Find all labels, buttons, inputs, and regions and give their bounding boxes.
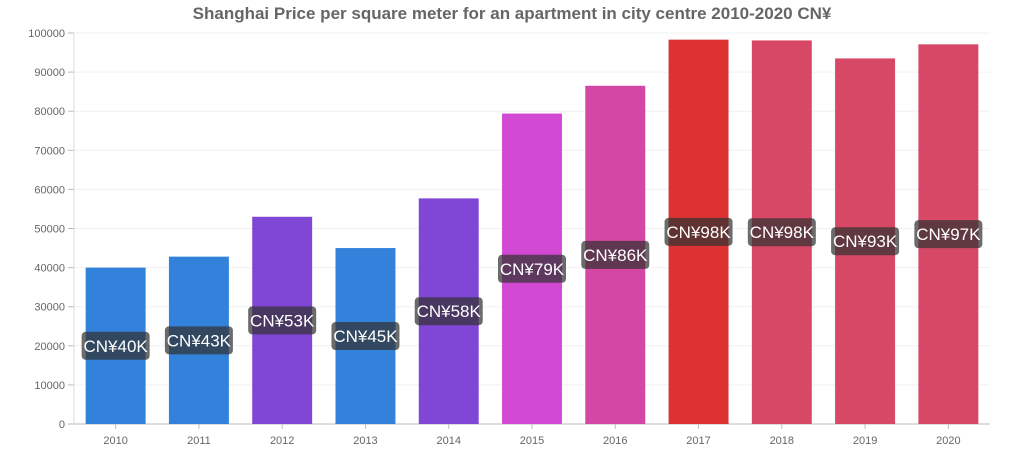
y-tick-label: 60000 (34, 184, 65, 196)
x-tick-label: 2011 (187, 435, 211, 447)
y-tick-label: 80000 (34, 106, 65, 118)
data-label-box (831, 227, 900, 256)
chart-title: Shanghai Price per square meter for an a… (192, 4, 832, 23)
y-tick-label: 10000 (34, 380, 65, 392)
data-label: CN¥86K (583, 246, 648, 265)
x-tick-label: 2015 (520, 435, 544, 447)
data-label: CN¥40K (84, 337, 149, 356)
data-label: CN¥93K (833, 232, 898, 251)
y-tick-label: 70000 (34, 145, 65, 157)
data-label-box (581, 240, 650, 269)
data-label: CN¥58K (417, 302, 482, 321)
data-label: CN¥79K (500, 260, 565, 279)
y-tick-label: 20000 (34, 341, 65, 353)
x-tick-label: 2013 (353, 435, 377, 447)
x-tick-label: 2010 (103, 435, 127, 447)
data-label: CN¥97K (916, 225, 981, 244)
data-label-box (914, 220, 983, 249)
y-tick-label: 30000 (34, 302, 65, 314)
data-label-box (747, 218, 816, 247)
data-label-box (164, 326, 233, 355)
y-tick-label: 50000 (34, 224, 65, 236)
y-tick-label: 100000 (28, 28, 65, 40)
x-tick-label: 2019 (853, 435, 877, 447)
data-label: CN¥98K (666, 223, 731, 242)
data-label: CN¥45K (333, 327, 398, 346)
x-tick-label: 2020 (936, 435, 960, 447)
y-tick-label: 40000 (34, 263, 65, 275)
data-label: CN¥43K (167, 331, 232, 350)
x-tick-label: 2014 (436, 435, 460, 447)
x-tick-label: 2018 (770, 435, 794, 447)
data-label-box (664, 217, 733, 246)
data-label-box (81, 331, 150, 360)
data-label-box (248, 306, 317, 335)
x-tick-label: 2017 (686, 435, 710, 447)
data-label-box (498, 254, 566, 283)
data-label-box (414, 297, 483, 326)
x-tick-label: 2012 (270, 435, 294, 447)
y-tick-label: 0 (59, 419, 65, 431)
data-label-box (331, 322, 400, 351)
data-label: CN¥53K (250, 311, 315, 330)
x-tick-label: 2016 (603, 435, 627, 447)
y-tick-label: 90000 (34, 67, 65, 79)
data-label: CN¥98K (750, 223, 815, 242)
